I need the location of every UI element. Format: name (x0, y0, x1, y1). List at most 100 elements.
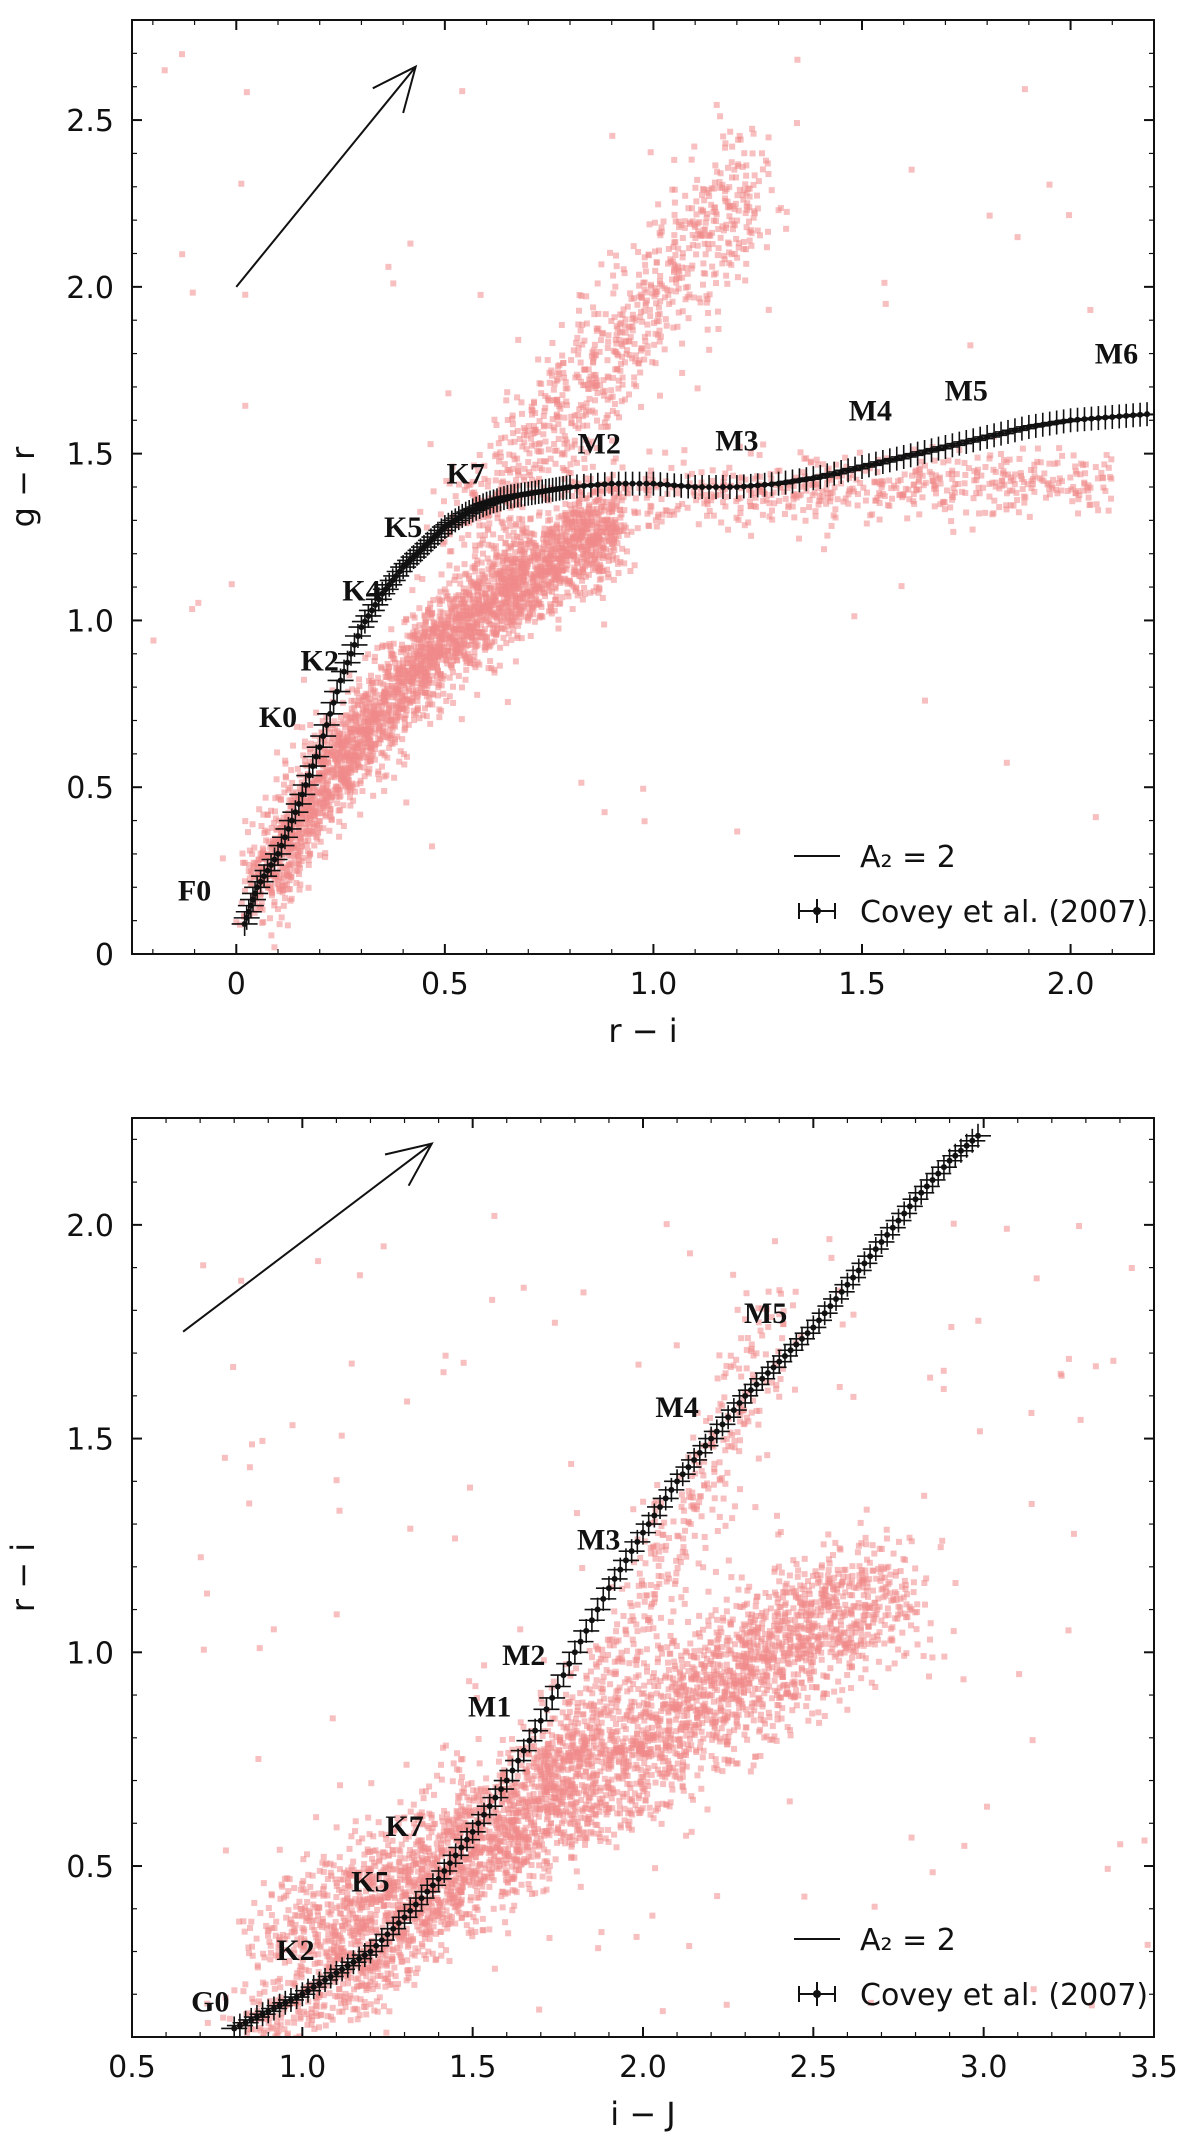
scatter-point (409, 656, 416, 663)
scatter-point (507, 522, 514, 529)
scatter-point (371, 703, 378, 710)
scatter-point (879, 481, 886, 488)
scatter-point (746, 218, 753, 225)
scatter-point (404, 655, 411, 662)
scatter-point (653, 523, 660, 530)
scatter-point (866, 465, 873, 472)
scatter-point (592, 375, 599, 382)
scatter-point (413, 687, 420, 694)
scatter-point (945, 457, 952, 464)
scatter-point (488, 570, 495, 577)
scatter-point (531, 599, 538, 606)
scatter-point (614, 540, 621, 547)
scatter-point (722, 144, 729, 151)
scatter-point (1051, 460, 1058, 467)
scatter-point (669, 298, 676, 305)
scatter-point (458, 684, 465, 691)
locus-point (344, 659, 351, 666)
scatter-point (360, 708, 367, 715)
scatter-point (499, 478, 506, 485)
scatter-point (815, 484, 822, 491)
scatter-point (529, 494, 536, 501)
scatter-point (398, 679, 405, 686)
scatter-point (582, 475, 589, 482)
scatter-point (612, 516, 619, 523)
scatter-point (403, 650, 410, 657)
scatter-point (308, 798, 315, 805)
scatter-point (316, 770, 323, 777)
scatter-point (916, 465, 923, 472)
scatter-point (507, 439, 514, 446)
scatter-point (430, 597, 437, 604)
scatter-point (613, 252, 620, 259)
scatter-point (523, 446, 530, 453)
scatter-point (289, 779, 296, 786)
scatter-point (384, 669, 391, 676)
scatter-point (469, 637, 476, 644)
scatter-point (179, 51, 186, 58)
scatter-point (578, 378, 585, 385)
scatter-point (575, 425, 582, 432)
scatter-point (254, 870, 261, 877)
scatter-point (250, 874, 257, 881)
scatter-point (511, 541, 518, 548)
scatter-point (636, 357, 643, 364)
scatter-point (696, 232, 703, 239)
scatter-point (552, 585, 559, 592)
panel-top: 0 0.5 1.0 1.5 2.000.51.01.52.02.5r − ig − rF… (4, 19, 1155, 1050)
scatter-point (797, 449, 804, 456)
scatter-point (610, 576, 617, 583)
scatter-point (737, 510, 744, 517)
scatter-point (399, 690, 406, 697)
scatter-point (629, 316, 636, 323)
scatter-point (609, 407, 616, 414)
scatter-point (611, 401, 618, 408)
scatter-point (1073, 470, 1080, 477)
scatter-point (523, 580, 530, 587)
scatter-point (1072, 463, 1079, 470)
scatter-point (322, 850, 329, 857)
scatter-point (445, 610, 452, 617)
locus-point (302, 781, 309, 788)
scatter-point (547, 561, 554, 568)
scatter-point (336, 833, 343, 840)
scatter-point (574, 560, 581, 567)
scatter-point (641, 307, 648, 314)
scatter-point (461, 541, 468, 548)
scatter-point (251, 909, 258, 916)
scatter-point (1050, 476, 1057, 483)
scatter-point (268, 824, 275, 831)
scatter-point (524, 428, 531, 435)
scatter-point (617, 360, 624, 367)
scatter-point (624, 303, 631, 310)
scatter-point (571, 509, 578, 516)
scatter-point (613, 263, 620, 270)
scatter-point (297, 847, 304, 854)
scatter-point (346, 672, 353, 679)
scatter-point (695, 228, 702, 235)
scatter-point (387, 646, 394, 653)
scatter-point (512, 555, 519, 562)
scatter-point (558, 541, 565, 548)
scatter-point (413, 653, 420, 660)
scatter-point (590, 304, 597, 311)
scatter-point (461, 652, 468, 659)
scatter-point (311, 816, 318, 823)
scatter-point (668, 464, 675, 471)
scatter-point (609, 522, 616, 529)
scatter-point (689, 241, 696, 248)
scatter-point (742, 476, 749, 483)
scatter-point (609, 556, 616, 563)
scatter-point (603, 414, 610, 421)
scatter-point (480, 608, 487, 615)
scatter-point (823, 486, 830, 493)
scatter-point (996, 485, 1003, 492)
scatter-point (301, 743, 308, 750)
scatter-point (572, 374, 579, 381)
scatter-point (342, 778, 349, 785)
scatter-point (286, 877, 293, 884)
scatter-point (541, 540, 548, 547)
scatter-point (1077, 471, 1084, 478)
scatter-point (484, 483, 491, 490)
scatter-point (494, 615, 501, 622)
